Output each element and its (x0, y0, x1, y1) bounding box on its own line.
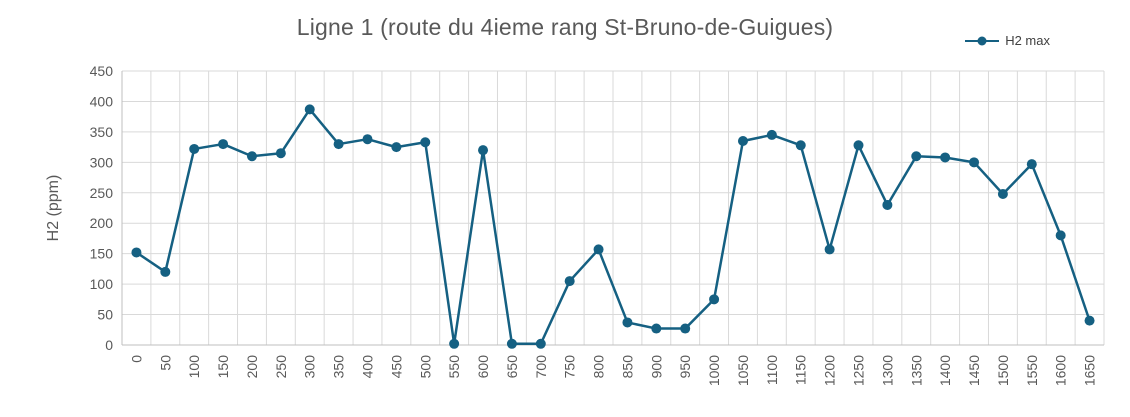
legend-label: H2 max (1005, 33, 1050, 48)
y-tick-label: 450 (90, 63, 114, 79)
y-tick-label: 300 (90, 154, 114, 170)
data-point (824, 244, 835, 255)
x-tick-label: 1200 (822, 355, 838, 386)
y-tick-label: 0 (105, 337, 113, 353)
x-tick-label: 1300 (879, 355, 895, 386)
data-point (882, 199, 893, 210)
data-point (449, 338, 460, 349)
x-tick-label: 1450 (966, 355, 982, 386)
y-tick-label: 350 (90, 124, 114, 140)
x-tick-label: 1100 (764, 355, 780, 385)
y-tick-label: 150 (90, 246, 114, 262)
x-tick-label: 1050 (735, 355, 751, 386)
data-point (997, 188, 1008, 199)
data-point (853, 140, 864, 151)
x-tick-label: 1150 (793, 355, 809, 385)
y-tick-label: 400 (90, 93, 114, 109)
x-tick-label: 450 (388, 355, 404, 379)
y-tick-label: 50 (97, 307, 113, 323)
x-tick-label: 600 (475, 355, 491, 379)
data-point (478, 145, 489, 156)
x-tick-label: 750 (562, 355, 578, 379)
x-tick-label: 250 (273, 355, 289, 379)
data-point (940, 152, 951, 163)
data-point (246, 151, 257, 162)
data-point (1055, 230, 1066, 241)
y-axis-title: H2 (ppm) (45, 175, 62, 242)
y-tick-label: 200 (90, 215, 114, 231)
x-tick-label: 0 (128, 355, 144, 363)
data-point (391, 142, 402, 153)
data-point (304, 104, 315, 115)
data-point (709, 294, 720, 305)
x-tick-label: 200 (244, 355, 260, 379)
data-point (131, 247, 142, 258)
data-point (795, 140, 806, 151)
y-tick-label: 100 (90, 276, 114, 292)
data-point (564, 276, 575, 287)
data-point (506, 338, 517, 349)
series-line (135, 108, 1091, 346)
data-point (1026, 159, 1037, 170)
x-tick-label: 650 (504, 355, 520, 379)
data-point (160, 266, 171, 277)
x-tick-label: 400 (360, 355, 376, 379)
x-tick-label: 850 (619, 355, 635, 379)
x-tick-label: 950 (677, 355, 693, 379)
x-tick-label: 700 (533, 355, 549, 379)
x-tick-label: 1650 (1082, 355, 1098, 386)
x-tick-label: 900 (648, 355, 664, 379)
data-point (420, 137, 431, 148)
x-tick-label: 500 (417, 355, 433, 379)
data-point (189, 143, 200, 154)
x-tick-label: 350 (331, 355, 347, 379)
data-point (911, 151, 922, 162)
data-point (593, 244, 604, 255)
x-tick-label: 1600 (1053, 355, 1069, 386)
legend: H2 max (964, 33, 1050, 48)
data-point (275, 148, 286, 159)
data-point (218, 139, 229, 150)
data-point (737, 136, 748, 147)
data-point (969, 157, 980, 168)
y-tick-label: 250 (90, 185, 114, 201)
x-tick-label: 1250 (851, 355, 867, 386)
x-tick-label: 800 (591, 355, 607, 379)
x-tick-label: 1500 (995, 355, 1011, 386)
data-point (622, 317, 633, 328)
data-point (535, 338, 546, 349)
x-tick-label: 100 (186, 355, 202, 379)
x-tick-label: 1350 (908, 355, 924, 386)
x-tick-label: 1400 (937, 355, 953, 386)
legend-line-marker-icon (965, 36, 1000, 45)
x-tick-label: 1550 (1024, 355, 1040, 386)
chart-title: Ligne 1 (route du 4ieme rang St-Bruno-de… (296, 14, 834, 40)
data-point (333, 139, 344, 150)
data-point (362, 134, 373, 145)
x-tick-label: 1000 (706, 355, 722, 386)
x-tick-label: 300 (302, 355, 318, 379)
x-tick-label: 50 (157, 355, 173, 371)
data-point (680, 323, 691, 334)
data-point (651, 323, 662, 334)
x-tick-label: 550 (446, 355, 462, 379)
x-tick-label: 150 (215, 355, 231, 379)
data-point (766, 129, 777, 140)
data-point (1084, 315, 1095, 326)
